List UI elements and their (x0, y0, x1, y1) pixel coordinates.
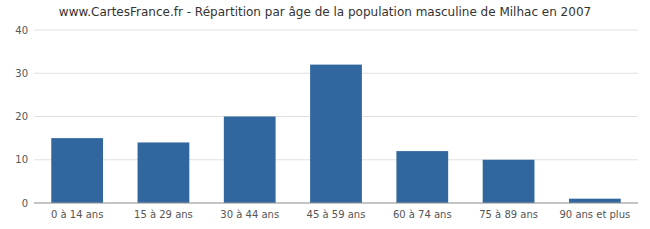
x-tick-label: 0 à 14 ans (51, 209, 103, 220)
bar (224, 117, 276, 204)
y-tick-label: 40 (15, 25, 28, 36)
bar (569, 199, 621, 203)
bar (483, 160, 535, 203)
title: www.CartesFrance.fr - Répartition par âg… (59, 5, 591, 19)
page: {"chart_data": {"type": "bar", "title": … (0, 0, 650, 229)
x-axis-line (34, 203, 638, 204)
y-tick-label: 10 (15, 154, 28, 165)
bars (51, 65, 620, 203)
x-tick-label: 15 à 29 ans (134, 209, 193, 220)
y-tick-label: 20 (15, 111, 28, 122)
bar (138, 142, 190, 203)
chart-svg: www.CartesFrance.fr - Répartition par âg… (0, 0, 650, 229)
x-tick-label: 90 ans et plus (560, 209, 631, 220)
bar (396, 151, 448, 203)
chart-container: www.CartesFrance.fr - Répartition par âg… (0, 0, 650, 229)
x-tick-label: 30 à 44 ans (220, 209, 279, 220)
y-tick-label: 0 (22, 198, 28, 209)
bar (310, 65, 362, 203)
x-tick-label: 60 à 74 ans (393, 209, 452, 220)
grid-line (34, 203, 638, 204)
bar (51, 138, 103, 203)
x-axis: 0 à 14 ans 15 à 29 ans 30 à 44 ans 45 à 59 … (34, 203, 638, 220)
x-tick-label: 75 à 89 ans (479, 209, 538, 220)
x-tick-label: 45 à 59 ans (307, 209, 366, 220)
grid (34, 30, 638, 203)
y-axis: 0 10 20 30 40 (15, 25, 28, 209)
y-tick-label: 30 (15, 68, 28, 79)
grid-line (34, 30, 638, 31)
